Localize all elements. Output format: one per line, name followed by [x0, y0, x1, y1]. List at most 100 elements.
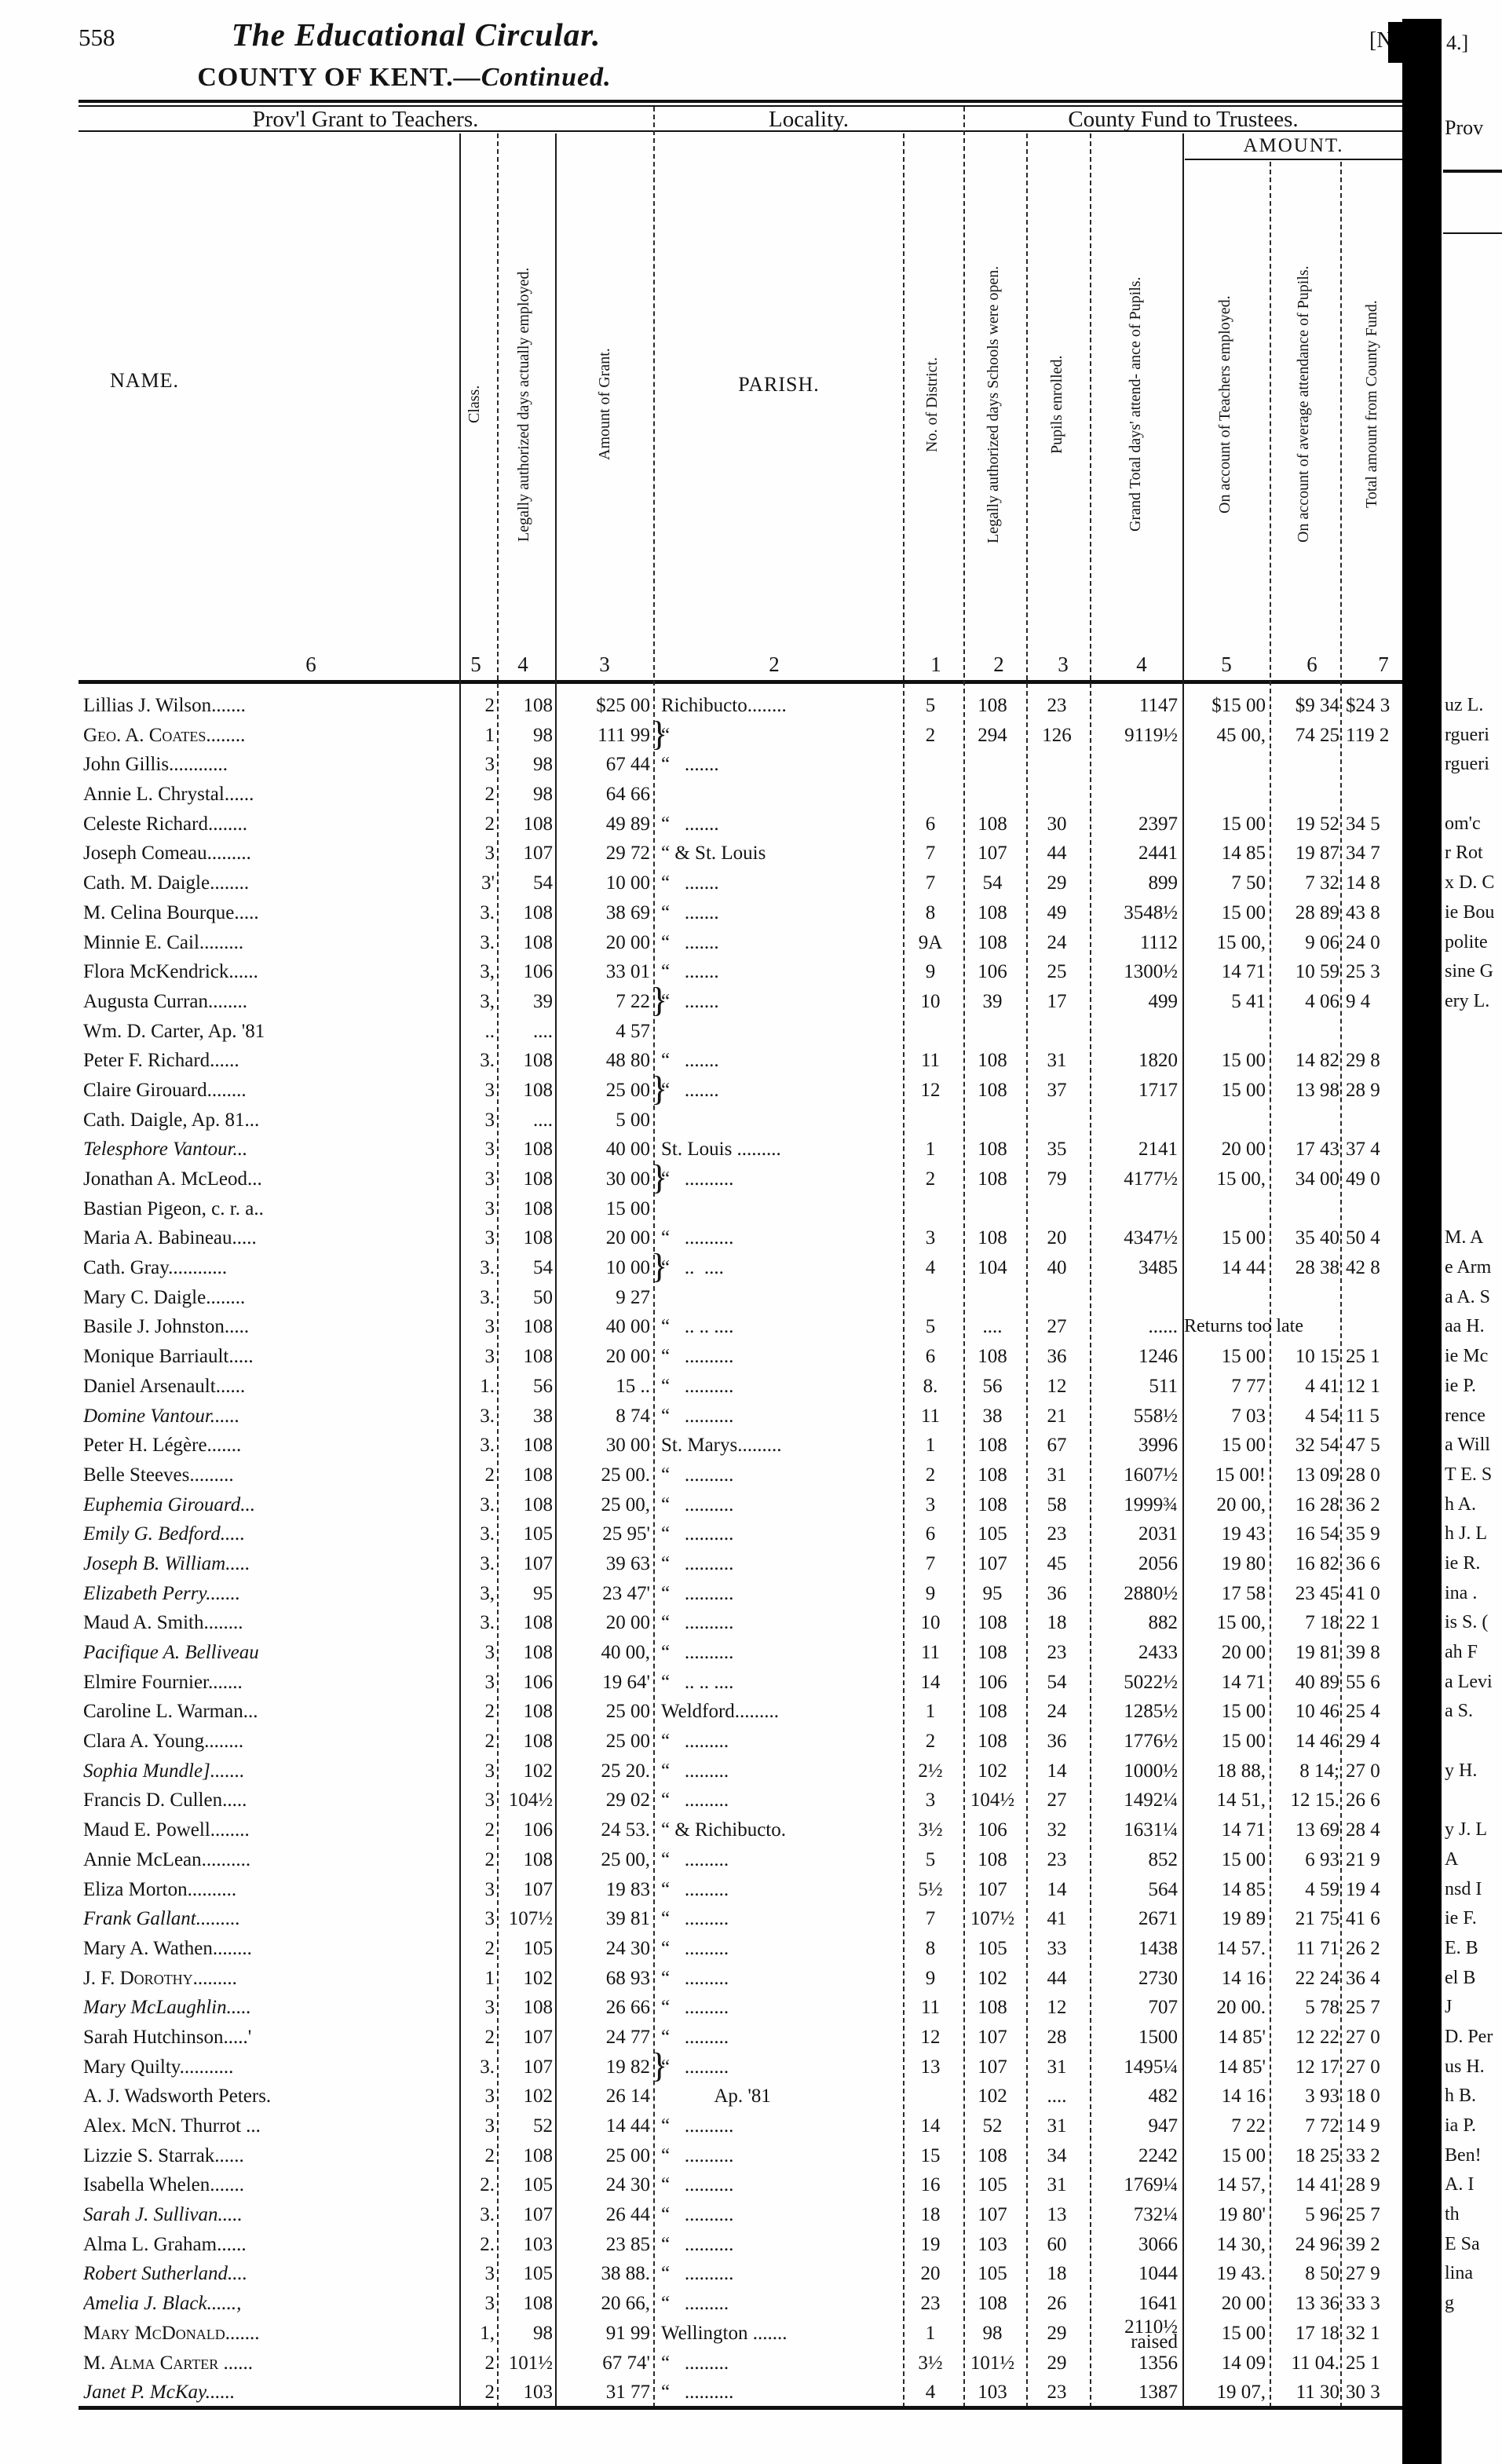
cell-total-county-fund: 39 8 — [1346, 1642, 1380, 1663]
cell-pupils-enrolled: 33 — [1047, 1937, 1067, 1959]
cell-on-account-average: 19 81 — [1295, 1642, 1339, 1663]
brace-glyph: } — [651, 714, 668, 753]
cell-total-county-fund: 33 3 — [1346, 2293, 1380, 2315]
cell-district-no: 2 — [925, 1168, 936, 1190]
cell-days-open: 107½ — [970, 1908, 1015, 1930]
cell-amount-of-grant: 30 00 — [605, 1168, 650, 1190]
cell-teacher-name: Monique Barriault..... — [83, 1346, 254, 1368]
cell-parish: “ ......... — [661, 1997, 729, 2019]
cell-district-no: 4 — [925, 2382, 936, 2404]
cell-amount-of-grant: 91 99 — [605, 2322, 650, 2344]
cell-parish: “ .......... — [661, 1405, 734, 1427]
cell-grand-total-days: 1717 — [1138, 1079, 1178, 1101]
cell-pupils-enrolled: 12 — [1047, 1375, 1067, 1397]
cell-days-employed: 108 — [523, 1168, 554, 1190]
cell-total-county-fund: 19 4 — [1346, 1878, 1380, 1900]
cell-on-account-average: 12 17 — [1295, 2056, 1339, 2078]
cell-grand-total-days: 3066 — [1138, 2233, 1178, 2255]
cell-total-county-fund: 25 3 — [1346, 961, 1380, 983]
cell-pupils-enrolled: 44 — [1047, 1967, 1067, 1989]
cell-teacher-name: Francis D. Cullen..... — [83, 1790, 247, 1811]
cell-district-no: 1 — [925, 1139, 936, 1161]
cell-days-employed: 108 — [523, 695, 554, 716]
cell-days-employed: 105 — [523, 2174, 554, 2196]
cell-pupils-enrolled: 44 — [1047, 843, 1067, 865]
cell-amount-of-grant: 10 00 — [605, 1257, 650, 1279]
cell-pupils-enrolled: 41 — [1047, 1908, 1067, 1930]
cell-amount-of-grant: 25 00 — [605, 1701, 650, 1723]
cell-class: 3. — [480, 1050, 495, 1072]
cell-on-account-average: 17 18 — [1295, 2322, 1339, 2344]
cell-parish: “ ....... — [661, 754, 719, 776]
cell-class: 3. — [480, 1493, 495, 1515]
cell-on-account-average: 12 22 — [1295, 2026, 1339, 2048]
cell-class: 3 — [484, 1908, 495, 1930]
cell-total-county-fund: 29 8 — [1346, 1050, 1380, 1072]
cell-district-no — [901, 1194, 959, 1224]
cell-days-open: 38 — [982, 1405, 1003, 1427]
cell-teacher-name: Peter F. Richard...... — [83, 1050, 239, 1072]
cell-class: 3 — [484, 843, 495, 865]
cell-district-no — [901, 750, 959, 780]
cell-grand-total-days — [1090, 1283, 1178, 1313]
cell-days-open: 107 — [978, 1552, 1007, 1574]
cell-grand-total-days: 947 — [1148, 2115, 1179, 2137]
cell-on-account-average: 7 32 — [1305, 872, 1339, 894]
cell-class: 3 — [484, 2115, 495, 2137]
cell-on-account-average: 4 59 — [1305, 1878, 1339, 1900]
cell-days-open: 102 — [978, 2086, 1007, 2108]
cell-grand-total-days: 852 — [1148, 1848, 1179, 1870]
cell-on-account-teachers: 14 71 — [1221, 1671, 1266, 1693]
cell-on-account-average: 28 89 — [1295, 901, 1339, 923]
margin-fragment: ery L. — [1445, 990, 1490, 1011]
cell-pupils-enrolled: 31 — [1047, 1050, 1067, 1072]
table-row: Mary A. Wathen........ 2 105 24 30 “ ...… — [79, 1934, 1478, 1964]
colnum-class: 5 — [470, 653, 481, 676]
table-row: A. J. Wadsworth Peters. 3 102 26 14 Ap. … — [79, 2082, 1476, 2111]
cell-days-employed: 107 — [523, 1878, 554, 1900]
cell-days-employed: 107 — [523, 2056, 554, 2078]
cell-parish: “ ......... — [661, 2056, 729, 2078]
cell-days-employed: 103 — [523, 2382, 554, 2404]
cell-class: 2 — [484, 695, 495, 716]
cell-total-county-fund: 25 7 — [1346, 1997, 1380, 2019]
cell-grand-total-days — [1090, 1017, 1178, 1047]
cell-total-county-fund: 18 0 — [1346, 2086, 1380, 2108]
cell-district-no: 3 — [925, 1493, 936, 1515]
cell-district-no: 3½ — [918, 2352, 943, 2374]
cell-amount-of-grant: 33 01 — [605, 961, 650, 983]
cell-amount-of-grant: 10 00 — [605, 872, 650, 894]
cell-amount-of-grant: 24 77 — [605, 2026, 650, 2048]
table-row: Flora McKendrick...... 3, 106 33 01 “ ..… — [79, 957, 1493, 987]
cell-class: 3. — [480, 901, 495, 923]
cell-pupils-enrolled: 126 — [1042, 724, 1072, 746]
cell-grand-total-days: 1147 — [1138, 695, 1178, 716]
right-fragment-rule-2 — [1443, 232, 1502, 234]
table-row: Eliza Morton.......... 3 107 19 83 “ ...… — [79, 1875, 1482, 1905]
cell-parish: “ ......... — [661, 2026, 729, 2048]
cell-days-employed: 108 — [523, 1435, 554, 1457]
cell-amount-of-grant: 24 30 — [605, 2174, 650, 2196]
table-row: Geo. A. Coates........ 1 98 111 99 } “ 2… — [79, 714, 1489, 753]
cell-total-county-fund: 24 0 — [1346, 931, 1380, 953]
table-row: Domine Vantour...... 3. 38 8 74 “ ......… — [79, 1402, 1486, 1431]
cell-class: 3, — [480, 990, 495, 1012]
cell-total-county-fund: 119 2 — [1346, 724, 1390, 746]
cell-grand-total-days: 2880½ — [1124, 1582, 1178, 1604]
cell-days-open: 39 — [982, 990, 1003, 1012]
cell-amount-of-grant: 40 00 — [605, 1139, 650, 1161]
cell-parish: Ap. '81 — [661, 2086, 771, 2108]
cell-pupils-enrolled: 45 — [1047, 1552, 1067, 1574]
cell-on-account-average: 4 41 — [1305, 1375, 1339, 1397]
cell-days-employed: 108 — [523, 1997, 554, 2019]
scan-artifact-bar — [1402, 19, 1442, 2464]
cell-teacher-name: Caroline L. Warman... — [83, 1701, 258, 1723]
cell-parish: “ ......... — [661, 2293, 729, 2315]
cell-class: 2 — [484, 1819, 495, 1841]
cell-days-open: 108 — [978, 1642, 1007, 1663]
cell-district-no: 3½ — [918, 1819, 943, 1841]
cell-teacher-name: Elizabeth Perry....... — [83, 1582, 240, 1604]
cell-parish — [661, 1283, 901, 1313]
table-rule-bottom — [79, 2406, 1405, 2410]
